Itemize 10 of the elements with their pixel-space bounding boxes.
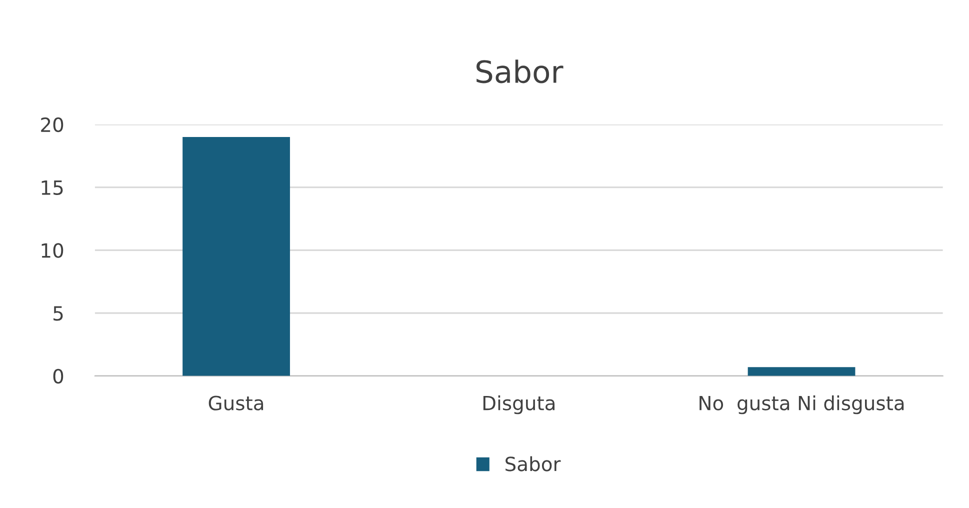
y-tick-label: 5 <box>54 306 63 321</box>
y-tick-label: 20 <box>41 117 64 132</box>
x-tick-label: Disguta <box>483 395 554 414</box>
y-tick-label: 0 <box>53 368 64 384</box>
y-tick-label: 15 <box>42 180 63 195</box>
x-tick-label: Gusta <box>208 396 264 410</box>
y-tick-label: 10 <box>42 243 64 258</box>
x-tick-label: No gusta Ni disgusta <box>700 395 904 414</box>
legend-label: Sabor <box>506 456 561 472</box>
chart-title: Sabor <box>476 60 564 84</box>
